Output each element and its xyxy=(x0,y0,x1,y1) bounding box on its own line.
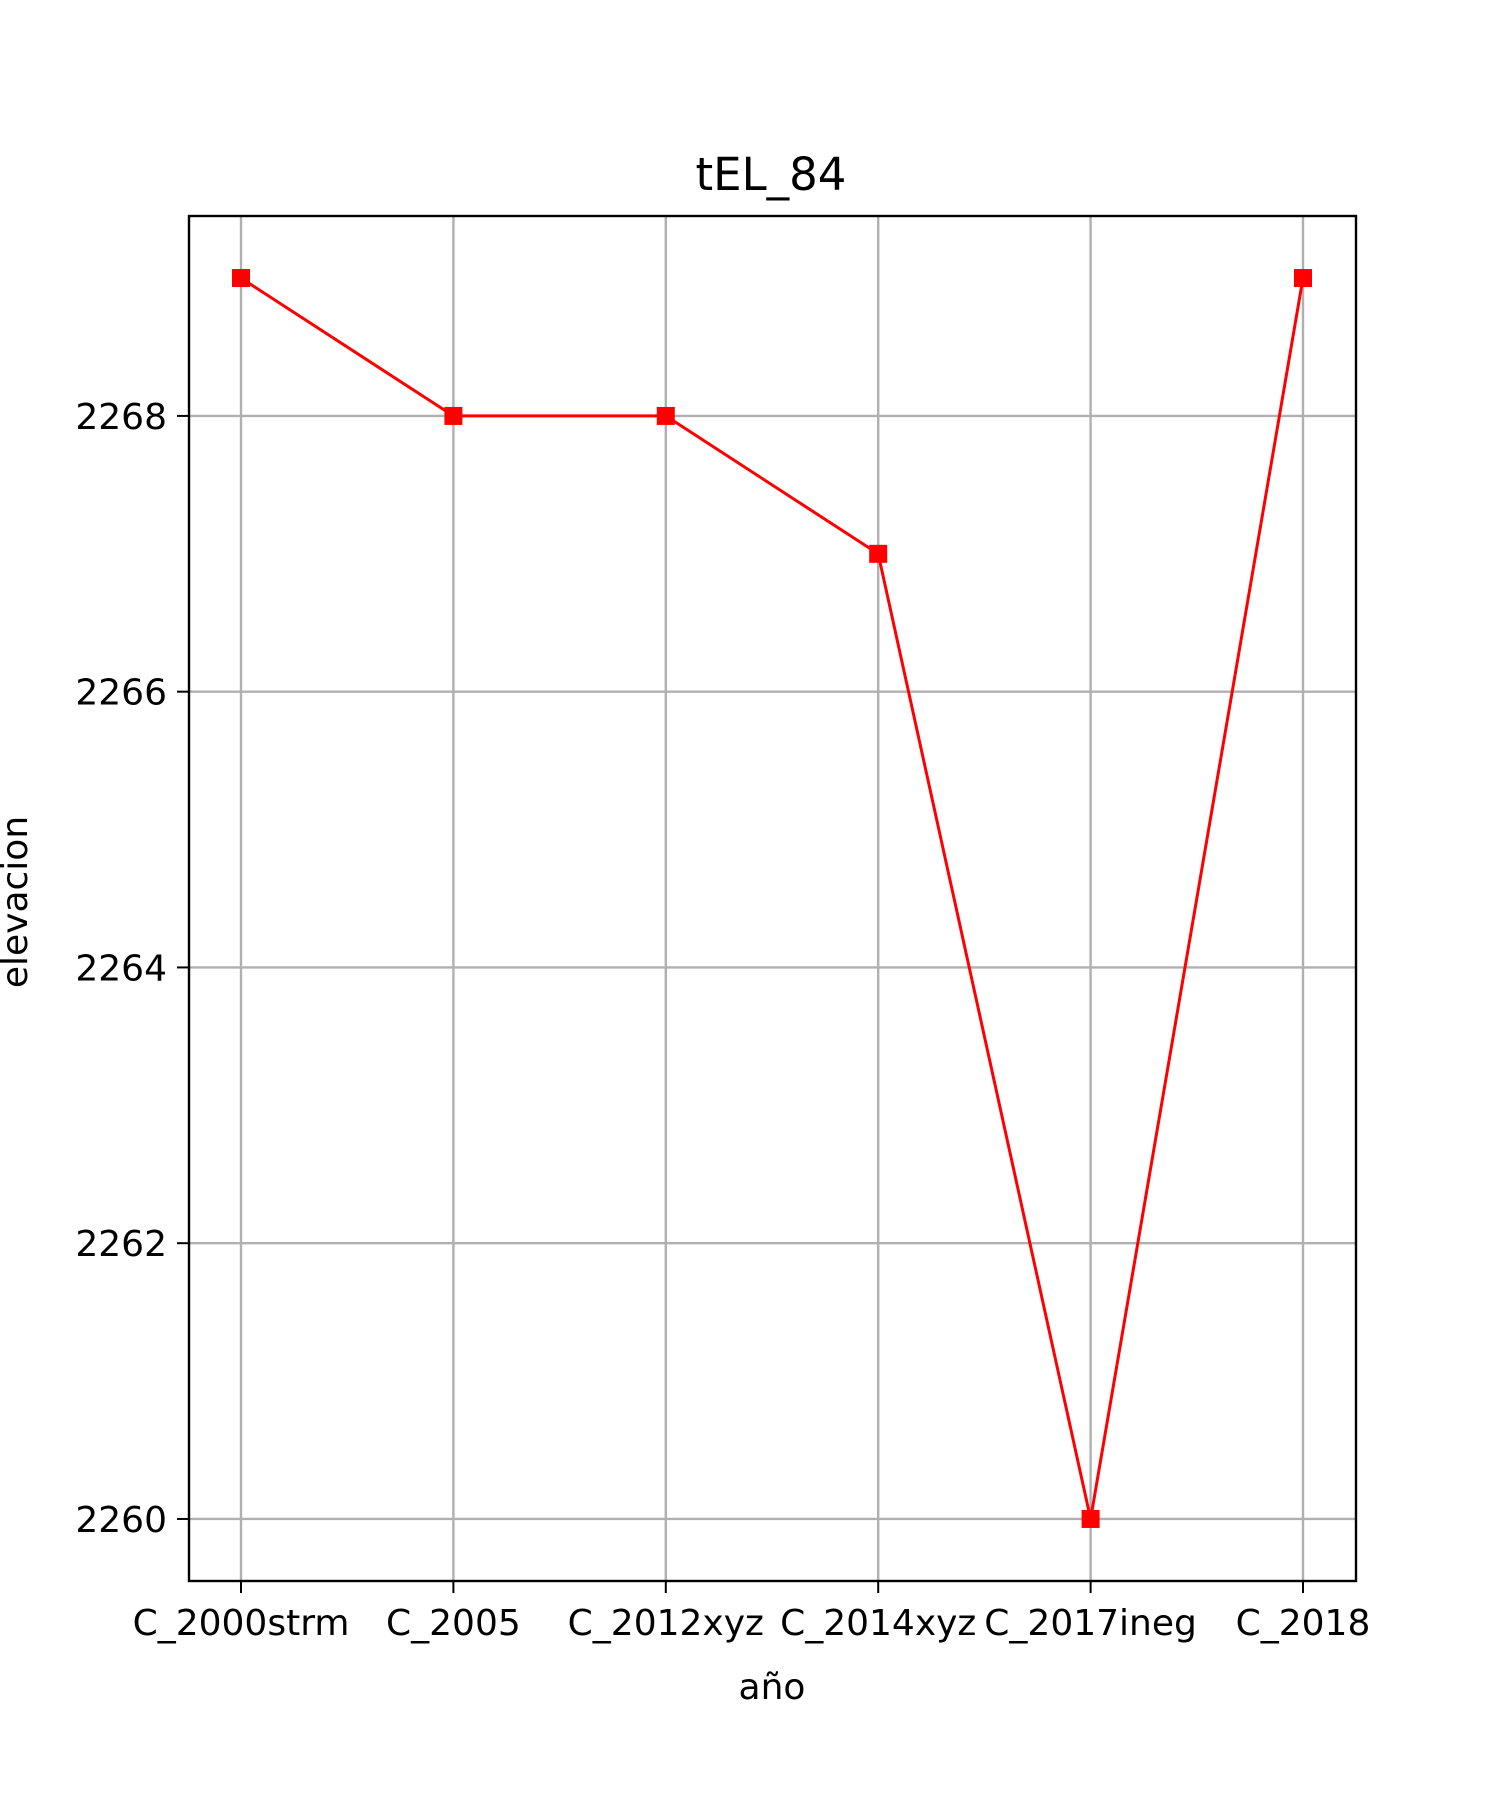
data-point-marker xyxy=(232,269,250,288)
data-point-marker xyxy=(656,406,675,425)
y-tick-label: 2266 xyxy=(75,673,167,714)
data-point-marker xyxy=(1081,1509,1100,1528)
marker-layer xyxy=(232,269,1312,1528)
y-tick-label: 2262 xyxy=(75,1224,167,1265)
y-axis-label: elevacion xyxy=(0,816,36,988)
data-point-marker xyxy=(444,406,463,425)
series-line-layer xyxy=(240,276,1305,1520)
x-tick-label: C_2000strm xyxy=(133,1603,350,1644)
x-tick-label: C_2014xyz xyxy=(780,1603,976,1644)
x-tick-label: C_2005 xyxy=(386,1603,521,1644)
data-point-marker xyxy=(1294,269,1312,288)
series-line xyxy=(240,276,1305,1520)
chart-title: tEL_84 xyxy=(696,148,847,201)
x-tick-label: C_2018 xyxy=(1236,1603,1371,1644)
grid xyxy=(189,216,1356,1581)
y-tick-label: 2260 xyxy=(75,1500,167,1541)
x-axis-label: año xyxy=(739,1667,806,1708)
y-tick-label: 2268 xyxy=(75,397,167,438)
y-tick-label: 2264 xyxy=(75,948,167,989)
plot-area-frame xyxy=(187,214,1358,1583)
axis-ticks: C_2000strm C_2005 C_2012xyz C_2014xyz C_2017… xyxy=(75,397,1370,1644)
x-tick-label: C_2012xyz xyxy=(568,1603,764,1644)
data-point-marker xyxy=(869,544,888,563)
x-tick-label: C_2017ineg xyxy=(984,1603,1197,1644)
